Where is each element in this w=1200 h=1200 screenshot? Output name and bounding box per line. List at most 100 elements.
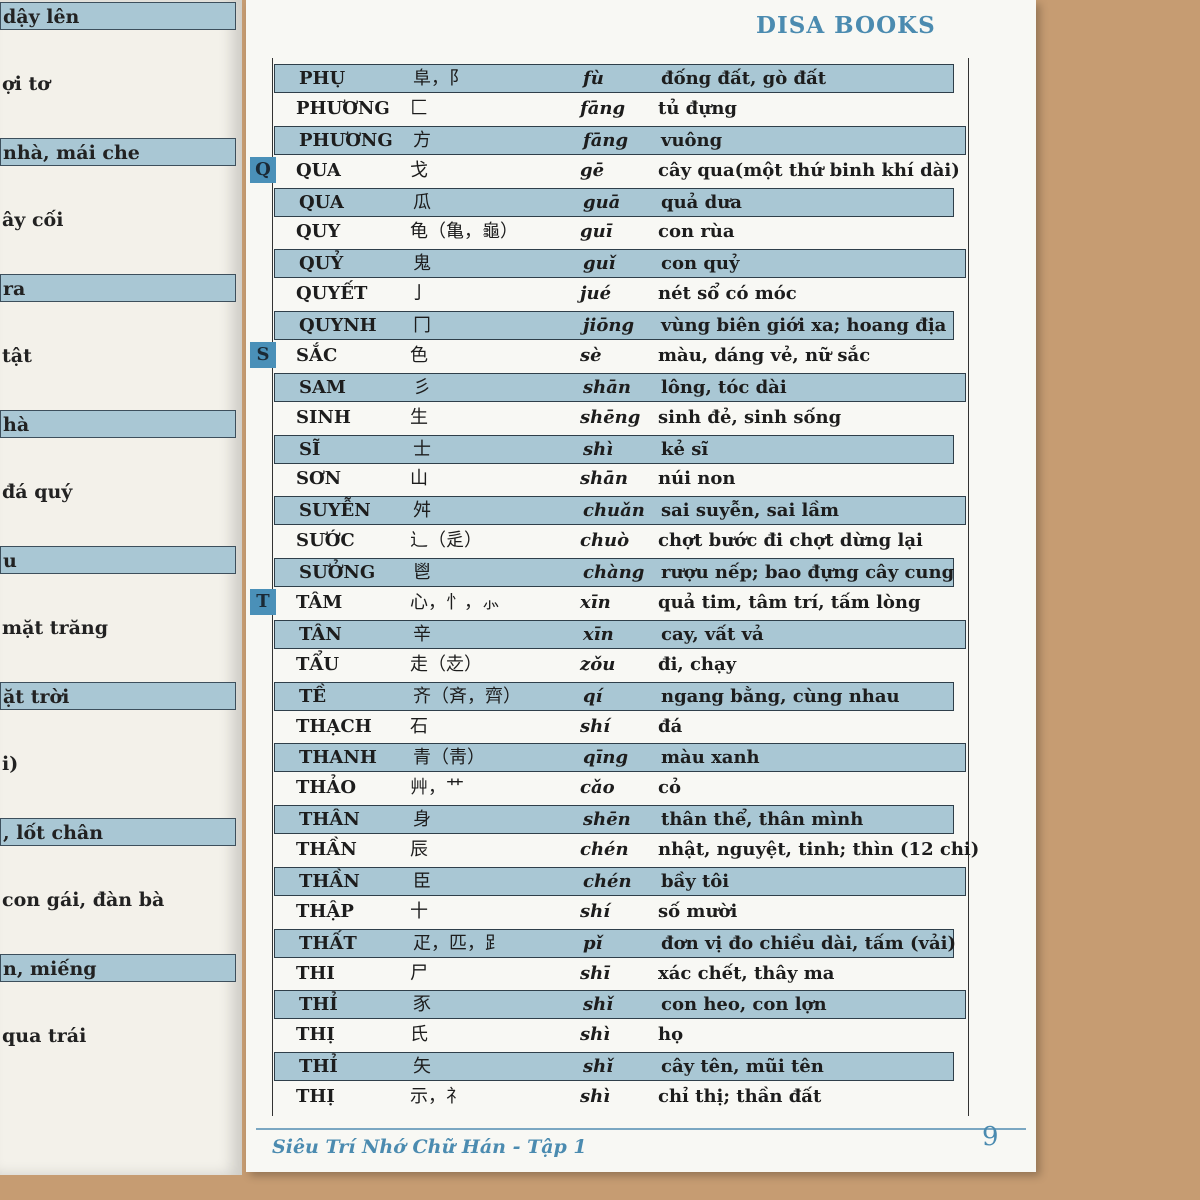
pinyin: chén bbox=[583, 870, 632, 892]
radical-name: QUA bbox=[296, 159, 341, 181]
pinyin: qí bbox=[583, 685, 603, 707]
pinyin: shī bbox=[580, 962, 611, 984]
radical-name: THẠCH bbox=[296, 715, 372, 737]
pinyin: shǐ bbox=[583, 994, 614, 1016]
table-row: QUY 龟（亀，龜） guī con rùa bbox=[272, 218, 962, 245]
radical-name: SƯỚC bbox=[296, 530, 355, 552]
han-character: 疋，匹，𧾷 bbox=[413, 932, 503, 954]
table-row: QUỶ 鬼 guǐ con quỷ bbox=[274, 249, 966, 279]
section-letter: T bbox=[250, 589, 276, 615]
meaning: con quỷ bbox=[661, 253, 740, 275]
han-character: 瓜 bbox=[413, 191, 431, 213]
meaning: vuông bbox=[661, 129, 723, 151]
meaning: cây tên, mũi tên bbox=[661, 1056, 824, 1078]
table-row: THẦN 臣 chén bầy tôi bbox=[274, 866, 966, 896]
han-character: 示，礻 bbox=[410, 1086, 464, 1108]
radical-name: THỈ bbox=[299, 994, 338, 1016]
meaning: nét sổ có móc bbox=[658, 283, 797, 305]
table-row: THỊ 氏 shì họ bbox=[272, 1021, 962, 1048]
left-fragment: hà bbox=[0, 410, 236, 438]
table-row: SINH 生 shēng sinh đẻ, sinh sống bbox=[272, 404, 962, 431]
han-character: 戈 bbox=[410, 159, 428, 181]
radical-name: QUY bbox=[296, 221, 341, 243]
han-character: 身 bbox=[413, 809, 431, 831]
meaning: con heo, con lợn bbox=[661, 994, 827, 1016]
han-character: 辶（辵） bbox=[410, 530, 482, 552]
meaning: nhật, nguyệt, tinh; thìn (12 chi) bbox=[658, 839, 980, 861]
meaning: quả dưa bbox=[661, 191, 742, 213]
meaning: cây qua(một thứ binh khí dài) bbox=[658, 159, 960, 181]
table-row: THẠCH 石 shí đá bbox=[272, 713, 962, 740]
pinyin: fāng bbox=[580, 97, 626, 119]
meaning: lông, tóc dài bbox=[661, 376, 787, 398]
pinyin: pǐ bbox=[583, 932, 603, 954]
meaning: sai suyễn, sai lầm bbox=[661, 500, 840, 522]
han-character: 色 bbox=[410, 344, 428, 366]
han-character: 心，忄，⺗ bbox=[410, 592, 500, 613]
table-row: THÂN 身 shēn thân thể, thân mình bbox=[274, 805, 954, 835]
table-row: SƯỚC 辶（辵） chuò chợt bước đi chợt dừng lại bbox=[272, 527, 962, 554]
table-row: PHỤ 阜，阝 fù đống đất, gò đất bbox=[274, 64, 954, 93]
han-character: 臣 bbox=[413, 870, 431, 892]
table-row: THỈ 矢 shǐ cây tên, mũi tên bbox=[274, 1052, 954, 1082]
left-fragment: ợi tơ bbox=[2, 73, 50, 95]
left-fragment: qua trái bbox=[2, 1025, 87, 1047]
pinyin: guī bbox=[580, 221, 613, 243]
radical-name: THẤT bbox=[299, 932, 357, 954]
meaning: chợt bước đi chợt dừng lại bbox=[658, 530, 923, 552]
left-page: dậy lên ợi tơ nhà, mái che ây cối ra tật hà đá … bbox=[0, 0, 242, 1175]
meaning: sinh đẻ, sinh sống bbox=[658, 406, 842, 428]
left-fragment: nhà, mái che bbox=[0, 138, 236, 166]
pinyin: guǐ bbox=[583, 253, 616, 275]
table-row: SAM 彡 shān lông, tóc dài bbox=[274, 372, 966, 402]
radical-name: THẬP bbox=[296, 900, 354, 922]
page-number: 9 bbox=[982, 1122, 999, 1152]
radical-name: SUYỄN bbox=[299, 500, 371, 522]
han-character: 豕 bbox=[413, 994, 431, 1016]
radical-name: QUA bbox=[299, 191, 344, 213]
radical-name: THẦN bbox=[296, 839, 357, 861]
left-fragment: n, miếng bbox=[0, 954, 236, 982]
pinyin: xīn bbox=[583, 623, 614, 645]
radical-name: SƠN bbox=[296, 468, 342, 490]
pinyin: shǐ bbox=[583, 1056, 614, 1078]
han-character: 走（赱） bbox=[410, 653, 482, 675]
pinyin: chuǎn bbox=[583, 500, 645, 522]
radical-name: PHỤ bbox=[299, 68, 346, 89]
section-letter: Q bbox=[250, 156, 276, 183]
left-fragment: ây cối bbox=[2, 209, 64, 231]
pinyin: gē bbox=[580, 159, 605, 181]
pinyin: jiōng bbox=[583, 315, 635, 337]
han-character: 匚 bbox=[410, 97, 428, 119]
radical-name: SAM bbox=[299, 376, 346, 398]
left-fragment: con gái, đàn bà bbox=[2, 889, 165, 911]
pinyin: shēn bbox=[583, 809, 631, 831]
han-character: 阜，阝 bbox=[413, 68, 467, 89]
han-character: 士 bbox=[413, 438, 431, 460]
table-row: QUYNH 冂 jiōng vùng biên giới xa; hoang địa bbox=[274, 311, 954, 341]
radical-name: THẢO bbox=[296, 777, 357, 799]
han-character: 齐（斉，齊） bbox=[413, 685, 521, 707]
han-character: 氏 bbox=[410, 1024, 428, 1046]
pinyin: sè bbox=[580, 344, 602, 366]
meaning: tủ đựng bbox=[658, 97, 738, 119]
table-row: THANH 青（靑） qīng màu xanh bbox=[274, 743, 966, 773]
han-character: 鬯 bbox=[413, 562, 431, 584]
table-row: TỀ 齐（斉，齊） qí ngang bằng, cùng nhau bbox=[274, 681, 954, 711]
pinyin: shì bbox=[580, 1024, 611, 1046]
pinyin: cǎo bbox=[580, 777, 615, 799]
han-character: 辛 bbox=[413, 623, 431, 645]
radical-name: TẨU bbox=[296, 653, 340, 675]
radical-name: PHƯƠNG bbox=[296, 97, 390, 119]
han-character: 鬼 bbox=[413, 253, 431, 275]
radical-name: QUỶ bbox=[299, 253, 344, 275]
left-fragment: đá quý bbox=[2, 481, 73, 503]
table-frame bbox=[272, 58, 969, 1116]
table-row: QUA 戈 gē cây qua(một thứ binh khí dài) bbox=[272, 157, 962, 184]
left-fragment: i) bbox=[2, 753, 19, 775]
meaning: bầy tôi bbox=[661, 870, 730, 892]
han-character: 艸，艹 bbox=[410, 777, 464, 799]
han-character: 尸 bbox=[410, 962, 428, 984]
brand: DISA BOOKS bbox=[756, 12, 936, 39]
pinyin: shān bbox=[583, 376, 631, 398]
